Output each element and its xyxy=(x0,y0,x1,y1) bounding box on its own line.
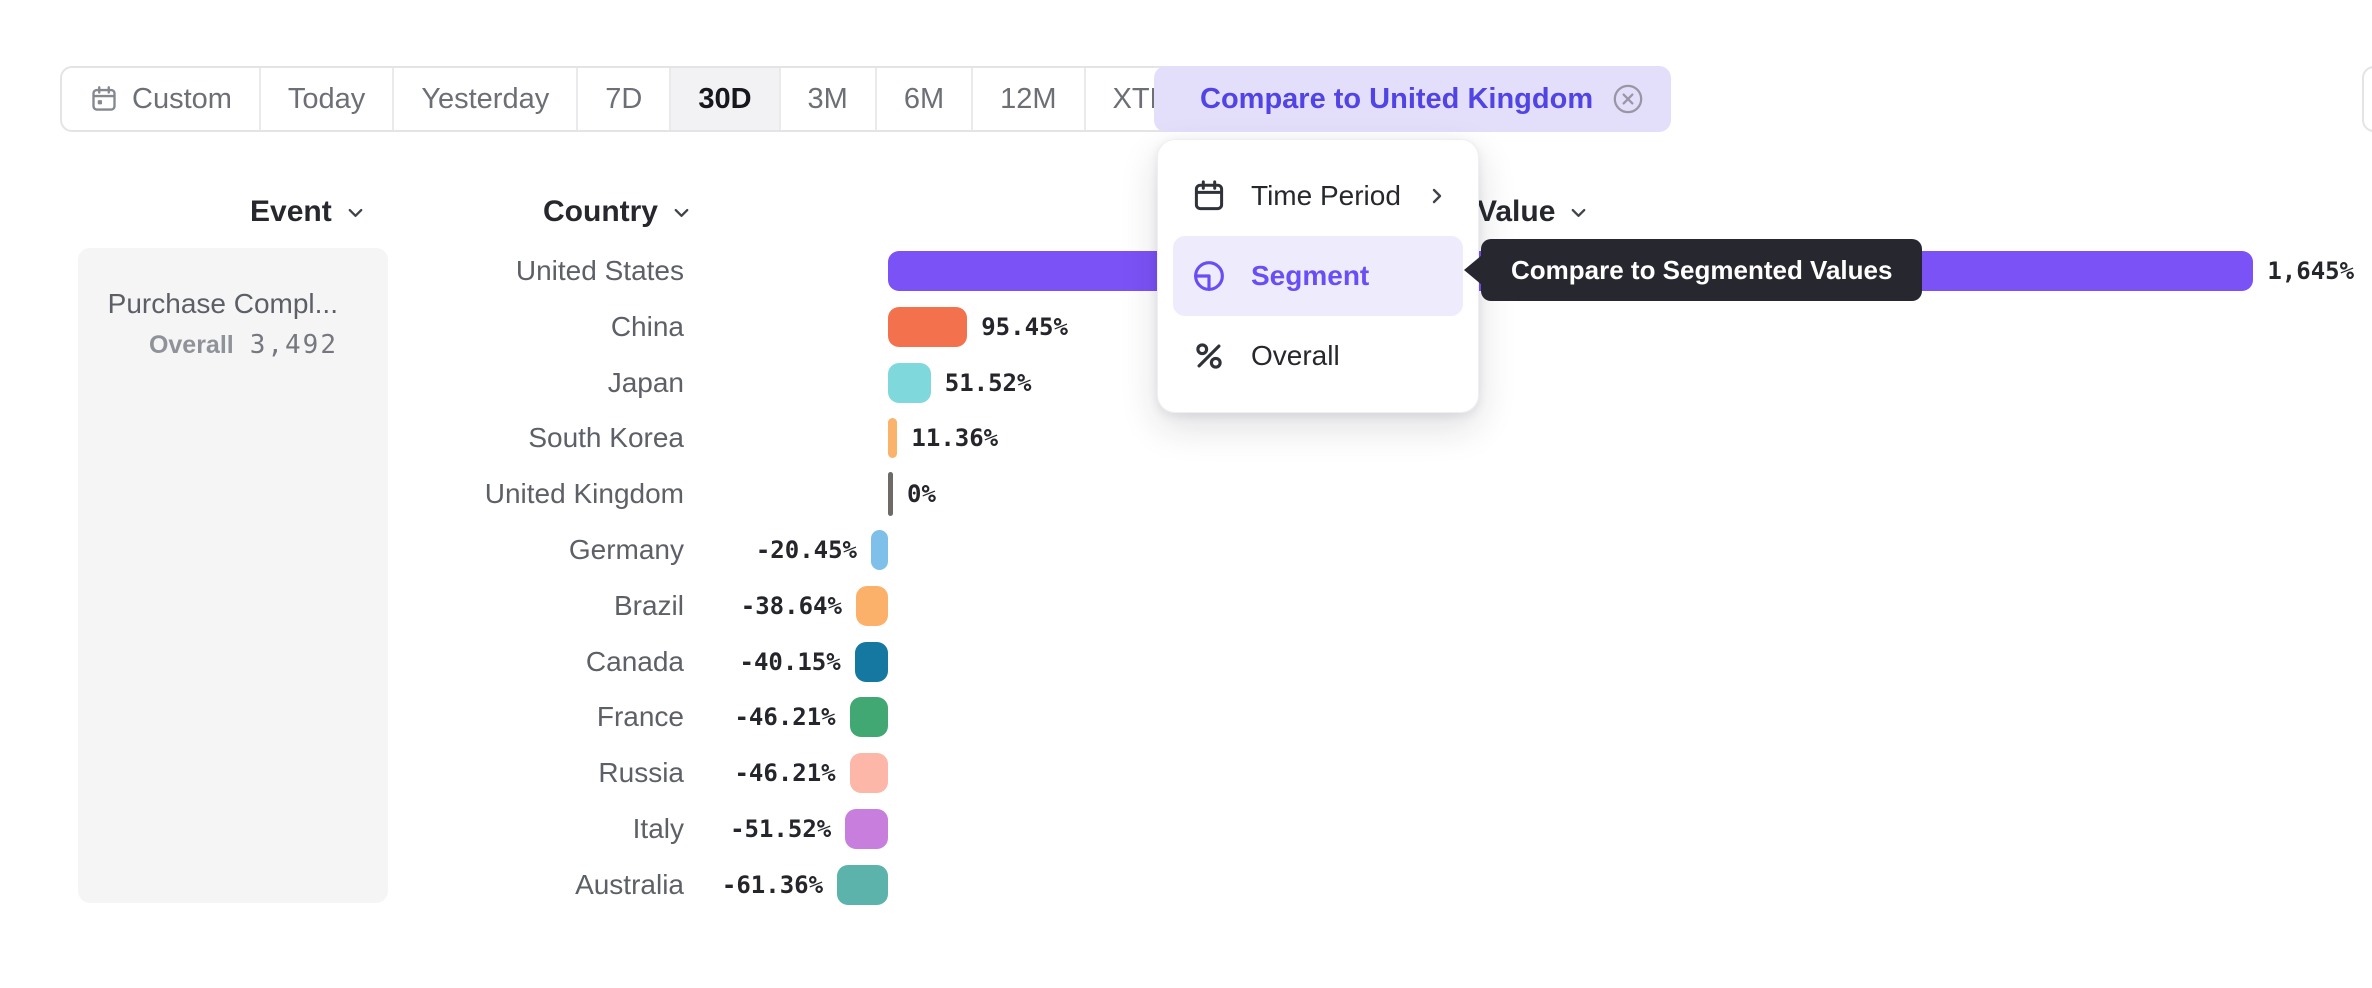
bar-brazil[interactable] xyxy=(855,585,888,626)
chart-row-china: China 95.45% xyxy=(0,299,2372,355)
overall-label: Overall xyxy=(148,331,234,359)
chart-row-japan: Japan 51.52% xyxy=(0,355,2372,411)
country-label: United Kingdom xyxy=(484,478,684,510)
chart-row-united-kingdom: United Kingdom 0% xyxy=(0,466,2372,522)
country-label: Russia xyxy=(598,757,684,789)
bar-south-korea[interactable] xyxy=(888,418,898,459)
compare-dropdown-menu: Time Period Segment Overall xyxy=(1157,139,1479,413)
time-range-label: Yesterday xyxy=(421,82,550,115)
chevron-down-icon xyxy=(344,201,367,224)
chart-row-italy: Italy -51.52% xyxy=(0,801,2372,857)
time-range-yesterday[interactable]: Yesterday xyxy=(392,68,576,130)
chart-row-russia: Russia -46.21% xyxy=(0,745,2372,801)
time-range-30d[interactable]: 30D xyxy=(669,68,779,130)
event-header-label: Event xyxy=(250,195,332,228)
time-range-label: 6M xyxy=(903,82,945,115)
bar-germany[interactable] xyxy=(871,530,888,570)
time-range-label: 7D xyxy=(605,82,643,115)
time-range-toolbar: Custom Today Yesterday 7D 30D 3M 6M 12M XTD xyxy=(60,66,1239,132)
country-label: Germany xyxy=(568,534,684,565)
country-label: Canada xyxy=(585,645,684,677)
chevron-right-icon xyxy=(1425,184,1449,208)
tooltip-text: Compare to Segmented Values xyxy=(1511,254,1893,285)
country-label: South Korea xyxy=(528,422,684,454)
menu-item-label: Segment xyxy=(1251,260,1370,291)
value-label: 0% xyxy=(907,480,936,509)
column-header-country[interactable]: Country xyxy=(543,192,693,232)
bar-australia[interactable] xyxy=(837,864,888,905)
calendar-icon xyxy=(1191,178,1227,214)
country-label: France xyxy=(596,701,684,733)
chart-row-canada: Canada -40.15% xyxy=(0,634,2372,690)
bar-italy[interactable] xyxy=(845,809,888,849)
bar-japan[interactable] xyxy=(888,362,931,403)
value-label: -38.64% xyxy=(740,591,842,620)
bar-russia[interactable] xyxy=(849,753,888,794)
value-header-label: Value xyxy=(1477,195,1556,228)
chart-row-france: France -46.21% xyxy=(0,689,2372,745)
event-name: Purchase Compl... xyxy=(107,288,338,319)
menu-item-segment[interactable]: Segment xyxy=(1173,236,1463,316)
bar-france[interactable] xyxy=(849,697,888,738)
country-label: Italy xyxy=(632,813,684,844)
chart-row-south-korea: South Korea 11.36% xyxy=(0,410,2372,466)
value-label: -61.36% xyxy=(721,870,824,899)
value-label: -46.21% xyxy=(734,759,836,788)
segment-icon xyxy=(1191,258,1227,294)
country-label: United States xyxy=(515,255,684,286)
overall-value: 3,492 xyxy=(249,330,338,360)
bar-united-kingdom[interactable] xyxy=(888,472,893,517)
time-range-label: 30D xyxy=(698,82,752,115)
chart-row-brazil: Brazil -38.64% xyxy=(0,578,2372,634)
value-label: -20.45% xyxy=(755,536,858,564)
segment-tooltip: Compare to Segmented Values xyxy=(1481,239,1923,301)
menu-item-time-period[interactable]: Time Period xyxy=(1173,156,1463,236)
value-label: 11.36% xyxy=(911,424,999,453)
value-label: 1,645% xyxy=(2267,257,2355,285)
value-label: -40.15% xyxy=(739,647,841,676)
chart-row-australia: Australia -61.36% xyxy=(0,857,2372,913)
value-label: 95.45% xyxy=(981,312,1068,341)
compare-to-label: Compare to United Kingdom xyxy=(1200,82,1594,115)
menu-item-label: Time Period xyxy=(1251,180,1401,211)
calendar-icon xyxy=(89,84,119,114)
time-range-label: 3M xyxy=(807,82,848,115)
remove-compare-icon[interactable] xyxy=(1611,82,1645,116)
time-range-label: 12M xyxy=(1000,82,1057,115)
time-range-7d[interactable]: 7D xyxy=(576,68,669,130)
country-label: Australia xyxy=(575,868,684,900)
menu-item-label: Overall xyxy=(1251,340,1340,371)
time-range-label: Custom xyxy=(132,82,232,115)
value-label: -46.21% xyxy=(734,703,836,732)
column-header-value[interactable]: Value xyxy=(1477,192,1590,232)
value-label: -51.52% xyxy=(730,815,832,843)
time-range-custom[interactable]: Custom xyxy=(62,68,259,130)
event-overall-row: Overall 3,492 xyxy=(78,330,338,360)
bar-china[interactable] xyxy=(888,306,968,347)
menu-item-overall[interactable]: Overall xyxy=(1173,316,1463,396)
country-header-label: Country xyxy=(543,195,658,228)
bar-canada[interactable] xyxy=(854,641,888,682)
time-range-3m[interactable]: 3M xyxy=(778,68,875,130)
time-range-12m[interactable]: 12M xyxy=(971,68,1083,130)
time-range-today[interactable]: Today xyxy=(258,68,392,130)
chevron-down-icon xyxy=(1567,201,1590,224)
country-label: China xyxy=(610,310,684,342)
percent-icon xyxy=(1191,338,1227,374)
event-panel[interactable]: Purchase Compl... Overall 3,492 xyxy=(78,248,388,903)
value-label: 51.52% xyxy=(944,368,1032,397)
compare-to-button[interactable]: Compare to United Kingdom xyxy=(1154,66,1672,132)
chart-row-germany: Germany -20.45% xyxy=(0,522,2372,578)
column-header-event[interactable]: Event xyxy=(250,192,367,232)
time-range-6m[interactable]: 6M xyxy=(874,68,971,130)
time-range-label: Today xyxy=(287,82,366,115)
country-label: Japan xyxy=(607,366,684,398)
country-label: Brazil xyxy=(613,589,684,621)
chevron-down-icon xyxy=(670,201,693,224)
